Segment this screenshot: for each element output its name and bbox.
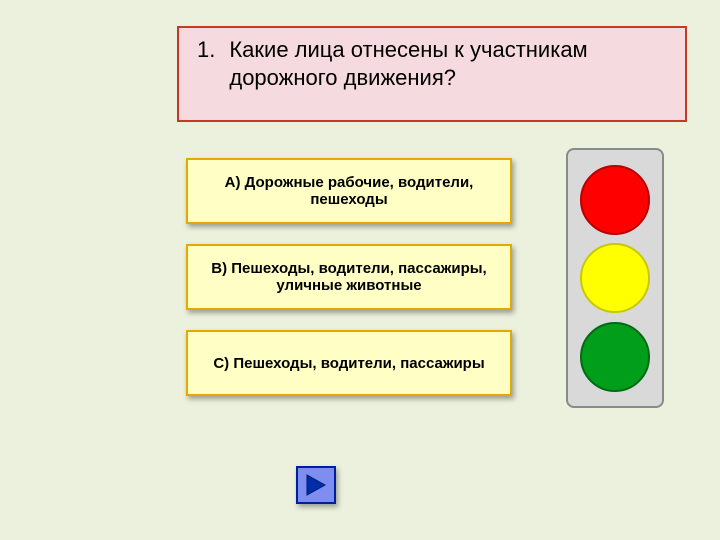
answer-option-a[interactable]: A) Дорожные рабочие, водители, пешеходы bbox=[186, 158, 512, 224]
question-text: Какие лица отнесены к участникам дорожно… bbox=[229, 36, 667, 92]
slide-root: 1. Какие лица отнесены к участникам доро… bbox=[0, 0, 720, 540]
question-row: 1. Какие лица отнесены к участникам доро… bbox=[197, 36, 667, 92]
traffic-light bbox=[566, 148, 664, 408]
question-box: 1. Какие лица отнесены к участникам доро… bbox=[177, 26, 687, 122]
play-icon bbox=[305, 473, 327, 497]
answer-option-c[interactable]: С) Пешеходы, водители, пассажиры bbox=[186, 330, 512, 396]
answer-option-b-label: В) Пешеходы, водители, пассажиры, уличны… bbox=[198, 260, 500, 294]
answer-option-b[interactable]: В) Пешеходы, водители, пассажиры, уличны… bbox=[186, 244, 512, 310]
next-button[interactable] bbox=[296, 466, 336, 504]
traffic-light-yellow-icon bbox=[580, 243, 650, 313]
traffic-light-green-icon bbox=[580, 322, 650, 392]
answer-option-a-label: A) Дорожные рабочие, водители, пешеходы bbox=[198, 174, 500, 208]
traffic-light-red-icon bbox=[580, 165, 650, 235]
answer-option-c-label: С) Пешеходы, водители, пассажиры bbox=[213, 355, 484, 372]
question-number: 1. bbox=[197, 36, 215, 92]
